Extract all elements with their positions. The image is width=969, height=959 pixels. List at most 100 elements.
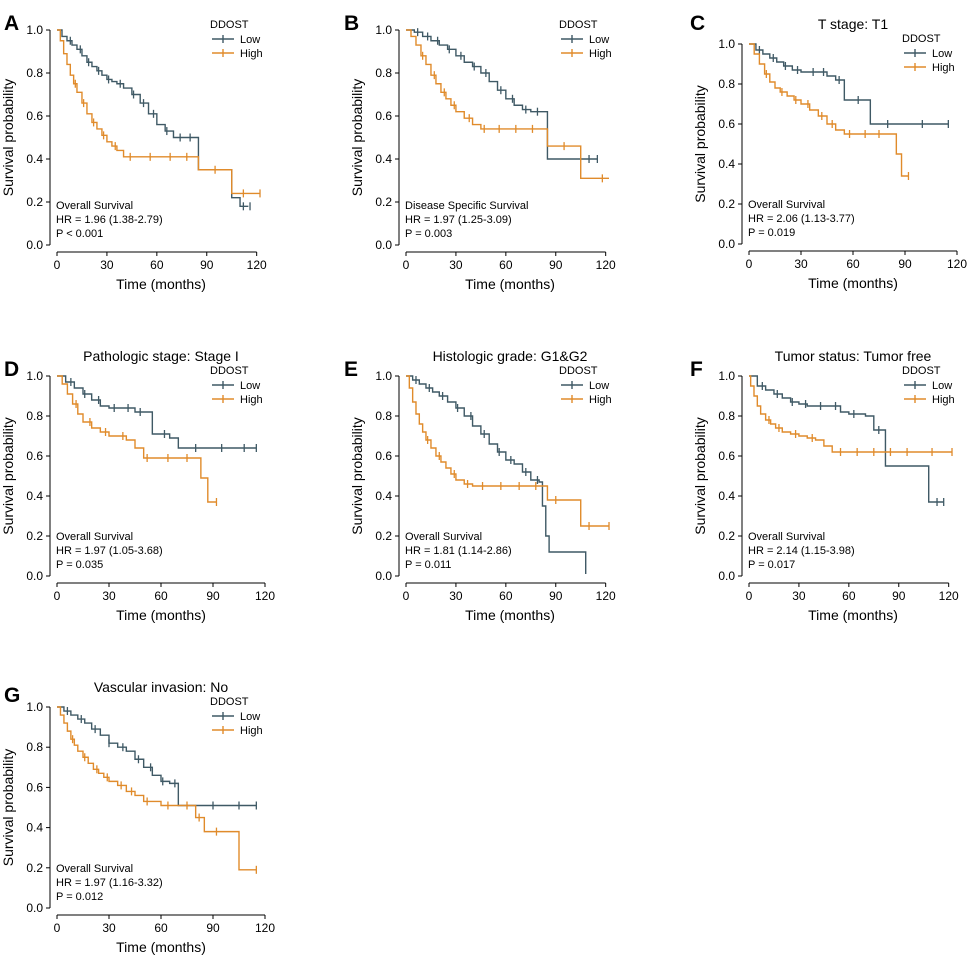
legend-label-high: High [932,394,955,406]
y-tick-label: 0.4 [26,152,43,166]
x-tick-label: 0 [54,921,61,935]
km-curve-low [57,29,249,207]
panel-letter: B [344,12,359,35]
legend-label-low: Low [589,34,609,46]
stats-line: HR = 2.06 (1.13-3.77) [748,213,855,225]
x-tick-label: 90 [206,921,220,935]
y-tick-label: 0.0 [718,237,735,251]
x-axis-label: Time (months) [116,939,206,955]
km-curve-low [57,375,257,449]
km-curve-low [57,706,257,807]
x-tick-label: 60 [154,921,168,935]
x-tick-label: 0 [403,589,410,603]
x-tick-label: 0 [403,258,410,272]
y-tick-label: 1.0 [718,369,735,383]
km-curve-low [406,29,598,160]
panel-title: T stage: T1 [818,16,889,32]
y-axis-label: Survival probability [0,417,16,535]
y-tick-label: 1.0 [26,700,43,714]
legend-label-low: Low [240,711,260,723]
stats-line: P = 0.017 [748,559,795,571]
stats-line: HR = 2.14 (1.15-3.98) [748,545,855,557]
stats-line: Overall Survival [405,531,482,543]
y-tick-label: 1.0 [375,369,392,383]
x-tick-label: 120 [255,921,275,935]
x-tick-label: 120 [596,589,616,603]
y-tick-label: 0.8 [375,66,392,80]
panel-a: A 0 30 60 90 120 0.0 0.2 0.4 0.6 0.8 1.0 Time (month… [0,12,267,292]
y-tick-label: 0.2 [375,195,392,209]
x-tick-label: 120 [255,589,275,603]
stats-line: P = 0.003 [405,228,452,240]
stats-line: Overall Survival [56,863,133,875]
legend-label-low: Low [932,48,952,60]
panel-title: Pathologic stage: Stage I [83,348,239,364]
x-axis-label: Time (months) [808,607,898,623]
legend-label-low: Low [240,380,260,392]
y-tick-label: 0.6 [26,109,43,123]
y-tick-label: 0.0 [26,238,43,252]
stats-line: Disease Specific Survival [405,200,529,212]
y-tick-label: 0.0 [375,238,392,252]
y-tick-label: 1.0 [718,37,735,51]
panel-letter: C [690,12,705,35]
y-tick-label: 0.0 [26,901,43,915]
km-curve-low [406,375,587,574]
x-tick-label: 0 [54,258,61,272]
x-tick-label: 120 [247,258,267,272]
stats-line: HR = 1.81 (1.14-2.86) [405,545,512,557]
x-tick-label: 30 [102,921,116,935]
stats-line: Overall Survival [748,531,825,543]
y-tick-label: 0.8 [26,740,43,754]
panel-title: Tumor status: Tumor free [775,348,932,364]
legend-title: DDOST [902,365,941,377]
panel-b: B 0 30 60 90 120 0.0 0.2 0.4 0.6 0.8 1.0 Time (month… [344,12,616,292]
x-tick-label: 120 [596,258,616,272]
x-tick-label: 60 [846,257,860,271]
x-tick-label: 60 [154,589,168,603]
panel-e: E Histologic grade: G1&G2 0 30 60 90 120 0.0 0.2… [344,348,616,623]
legend-title: DDOST [210,19,249,31]
km-curve-high [57,375,217,503]
y-tick-label: 1.0 [26,23,43,37]
x-tick-label: 90 [549,589,563,603]
panel-letter: F [690,358,703,381]
legend-label-high: High [589,394,612,406]
legend-label-high: High [240,394,263,406]
y-tick-label: 0.6 [718,449,735,463]
y-tick-label: 0.4 [718,489,735,503]
x-tick-label: 60 [499,589,513,603]
y-tick-label: 0.6 [26,449,43,463]
stats-line: P = 0.019 [748,227,795,239]
x-tick-label: 30 [792,589,806,603]
y-tick-label: 0.4 [375,152,392,166]
stats-line: P = 0.012 [56,891,103,903]
y-tick-label: 0.2 [375,529,392,543]
y-tick-label: 1.0 [26,369,43,383]
legend-title: DDOST [210,696,249,708]
stats-line: Overall Survival [56,200,133,212]
y-tick-label: 0.0 [718,569,735,583]
y-axis-label: Survival probability [692,85,708,203]
km-curve-high [749,43,909,177]
legend-title: DDOST [210,365,249,377]
y-tick-label: 0.2 [26,861,43,875]
x-tick-label: 90 [200,258,214,272]
km-curve-high [749,375,953,453]
y-tick-label: 0.0 [375,569,392,583]
x-tick-label: 0 [746,589,753,603]
panel-d: D Pathologic stage: Stage I 0 30 60 90 120 0.0 0… [0,348,275,623]
stats-line: HR = 1.97 (1.25-3.09) [405,214,512,226]
stats-line: P = 0.011 [405,559,451,571]
x-tick-label: 90 [892,589,906,603]
legend-label-low: Low [932,380,952,392]
x-tick-label: 60 [150,258,164,272]
km-curve-low [749,43,949,125]
x-axis-label: Time (months) [116,276,206,292]
stats-line: Overall Survival [748,199,825,211]
x-tick-label: 90 [898,257,912,271]
y-axis-label: Survival probability [349,79,365,197]
y-tick-label: 0.6 [375,449,392,463]
y-tick-label: 0.4 [26,821,43,835]
